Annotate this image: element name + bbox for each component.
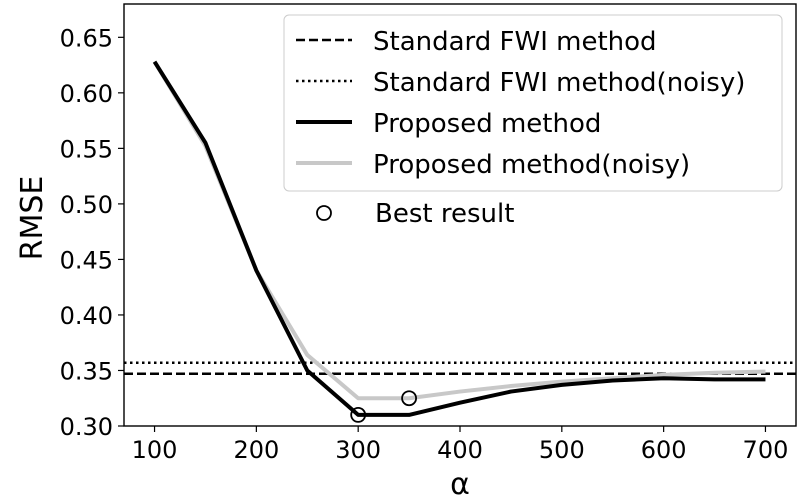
proposed-method-line: [152, 60, 766, 417]
legend: Standard FWI method Standard FWI method(…: [283, 14, 783, 192]
y-tick-label: 0.55: [60, 135, 113, 163]
y-tick-label: 0.30: [60, 413, 113, 441]
best-result-marker-icon: [316, 205, 332, 221]
best-result-marker-2: [401, 390, 417, 407]
x-tick-label: 300: [335, 436, 381, 464]
y-tick-label: 0.45: [60, 246, 113, 274]
best-result-marker-1: [350, 406, 367, 423]
legend-label-standard-fwi: Standard FWI method: [373, 27, 657, 57]
y-axis: 0.30 0.35 0.40 0.45 0.50 0.55 0.60 0.65: [60, 24, 124, 441]
x-tick-label: 600: [641, 436, 687, 464]
x-axis: 100 200 300 400 500 600 700: [132, 426, 789, 464]
x-axis-label: α: [450, 467, 470, 500]
y-tick-label: 0.50: [60, 191, 113, 219]
best-result-label: Best result: [375, 199, 514, 229]
x-tick-label: 200: [233, 436, 279, 464]
legend-label-proposed: Proposed method: [373, 109, 601, 139]
legend-label-proposed-noisy: Proposed method(noisy): [373, 150, 690, 180]
y-tick-label: 0.35: [60, 357, 113, 385]
legend-label-standard-fwi-noisy: Standard FWI method(noisy): [373, 68, 745, 98]
y-tick-label: 0.65: [60, 24, 113, 52]
x-tick-label: 400: [437, 436, 483, 464]
y-axis-label: RMSE: [15, 176, 50, 261]
legend-box: [283, 14, 783, 192]
y-tick-label: 0.40: [60, 302, 113, 330]
x-tick-label: 700: [743, 436, 789, 464]
plot-marks: [124, 60, 796, 423]
x-tick-label: 100: [132, 436, 178, 464]
x-tick-label: 500: [539, 436, 585, 464]
best-result-annotation: Best result: [316, 199, 514, 229]
y-tick-label: 0.60: [60, 80, 113, 108]
